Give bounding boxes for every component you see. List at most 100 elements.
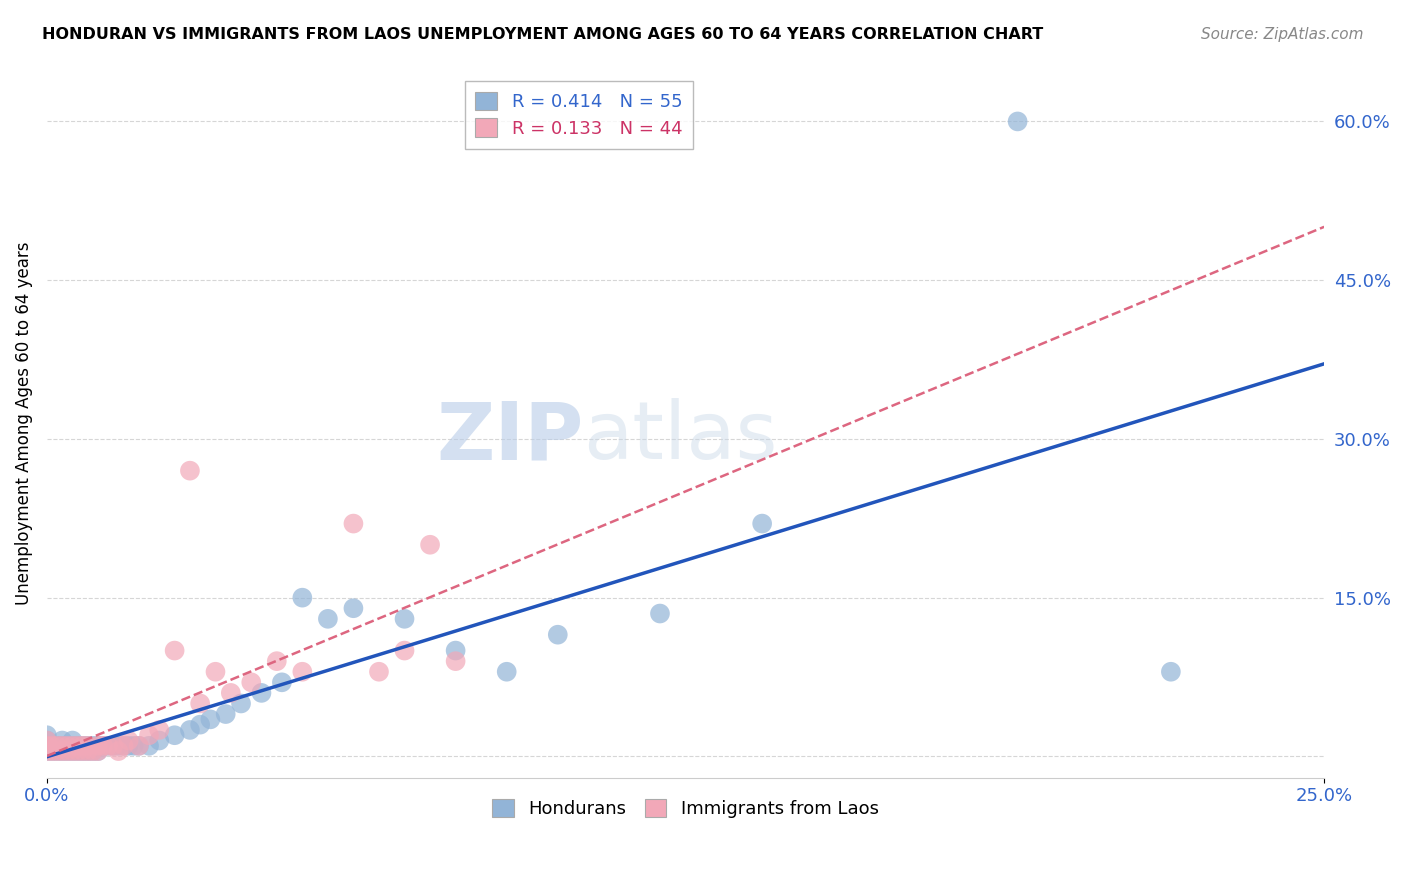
Point xyxy=(117,739,139,753)
Point xyxy=(128,739,150,753)
Point xyxy=(291,591,314,605)
Point xyxy=(444,643,467,657)
Point xyxy=(82,744,104,758)
Point xyxy=(91,739,114,753)
Point xyxy=(250,686,273,700)
Point xyxy=(547,628,569,642)
Point xyxy=(35,733,58,747)
Point xyxy=(62,733,84,747)
Point xyxy=(51,744,73,758)
Point xyxy=(72,744,94,758)
Point xyxy=(56,744,79,758)
Point xyxy=(35,739,58,753)
Point xyxy=(46,739,69,753)
Point xyxy=(266,654,288,668)
Point xyxy=(394,643,416,657)
Point xyxy=(35,739,58,753)
Point xyxy=(62,744,84,758)
Point xyxy=(112,739,135,753)
Point xyxy=(342,601,364,615)
Point xyxy=(342,516,364,531)
Point xyxy=(240,675,263,690)
Point xyxy=(66,739,89,753)
Point xyxy=(41,739,63,753)
Text: Source: ZipAtlas.com: Source: ZipAtlas.com xyxy=(1201,27,1364,42)
Point xyxy=(148,733,170,747)
Point xyxy=(35,733,58,747)
Point xyxy=(103,739,125,753)
Point xyxy=(66,744,89,758)
Point xyxy=(51,733,73,747)
Point xyxy=(204,665,226,679)
Point xyxy=(103,739,125,753)
Point xyxy=(35,744,58,758)
Point xyxy=(76,739,98,753)
Point xyxy=(495,665,517,679)
Point xyxy=(91,739,114,753)
Point xyxy=(128,739,150,753)
Point xyxy=(76,744,98,758)
Point xyxy=(107,739,129,753)
Point xyxy=(46,739,69,753)
Point xyxy=(648,607,671,621)
Point xyxy=(76,744,98,758)
Point xyxy=(1007,114,1029,128)
Point xyxy=(46,744,69,758)
Point xyxy=(87,744,110,758)
Point xyxy=(35,728,58,742)
Point xyxy=(51,744,73,758)
Point xyxy=(368,665,391,679)
Point xyxy=(82,739,104,753)
Point xyxy=(56,739,79,753)
Point xyxy=(72,744,94,758)
Point xyxy=(72,739,94,753)
Point xyxy=(271,675,294,690)
Point xyxy=(72,739,94,753)
Point xyxy=(163,728,186,742)
Point xyxy=(179,464,201,478)
Point xyxy=(107,744,129,758)
Point xyxy=(62,739,84,753)
Point xyxy=(751,516,773,531)
Point xyxy=(41,744,63,758)
Point xyxy=(87,739,110,753)
Point xyxy=(122,739,145,753)
Point xyxy=(56,739,79,753)
Point xyxy=(444,654,467,668)
Point xyxy=(62,739,84,753)
Point xyxy=(148,723,170,737)
Point xyxy=(46,744,69,758)
Point xyxy=(188,717,211,731)
Y-axis label: Unemployment Among Ages 60 to 64 years: Unemployment Among Ages 60 to 64 years xyxy=(15,242,32,605)
Text: ZIP: ZIP xyxy=(436,398,583,476)
Point xyxy=(117,733,139,747)
Point xyxy=(394,612,416,626)
Point xyxy=(419,538,441,552)
Point xyxy=(56,744,79,758)
Point xyxy=(62,744,84,758)
Point xyxy=(82,744,104,758)
Point xyxy=(41,744,63,758)
Point xyxy=(200,712,222,726)
Point xyxy=(76,739,98,753)
Point xyxy=(112,739,135,753)
Point xyxy=(66,744,89,758)
Text: atlas: atlas xyxy=(583,398,778,476)
Point xyxy=(51,739,73,753)
Point xyxy=(188,697,211,711)
Point xyxy=(163,643,186,657)
Point xyxy=(97,739,120,753)
Legend: Hondurans, Immigrants from Laos: Hondurans, Immigrants from Laos xyxy=(485,791,886,825)
Point xyxy=(291,665,314,679)
Point xyxy=(138,728,160,742)
Point xyxy=(35,744,58,758)
Point xyxy=(87,739,110,753)
Point xyxy=(316,612,339,626)
Point xyxy=(179,723,201,737)
Text: HONDURAN VS IMMIGRANTS FROM LAOS UNEMPLOYMENT AMONG AGES 60 TO 64 YEARS CORRELAT: HONDURAN VS IMMIGRANTS FROM LAOS UNEMPLO… xyxy=(42,27,1043,42)
Point xyxy=(1160,665,1182,679)
Point xyxy=(41,739,63,753)
Point xyxy=(215,707,238,722)
Point xyxy=(97,739,120,753)
Point xyxy=(229,697,252,711)
